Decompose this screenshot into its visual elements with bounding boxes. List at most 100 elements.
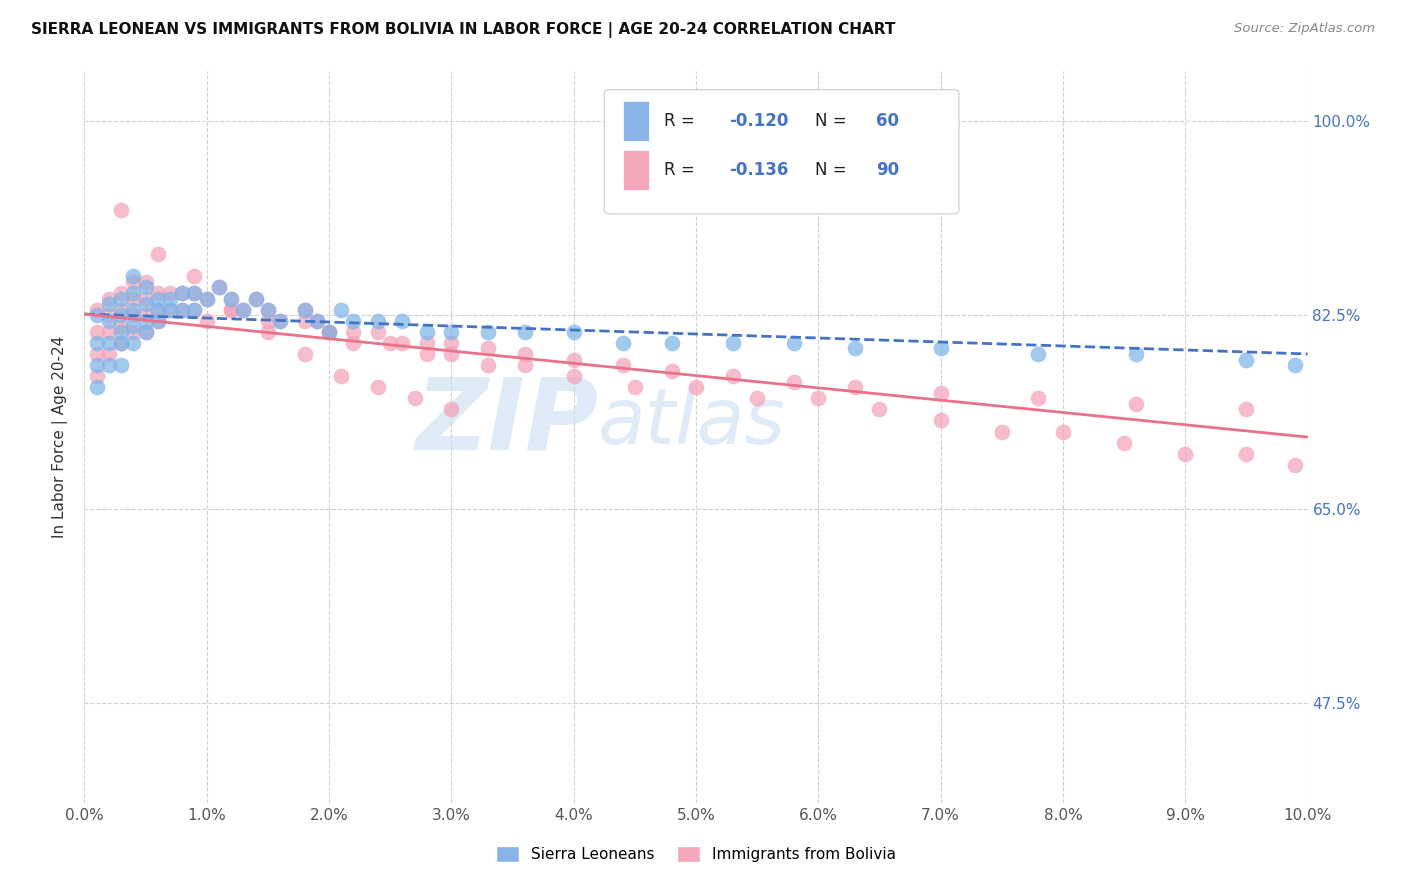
Point [110,335,132,350]
Point [195,314,218,328]
Point [122,302,145,317]
Point [219,302,242,317]
Point [86,308,108,322]
Point [122,335,145,350]
Point [404,392,426,406]
Point [97,347,120,361]
Point [257,302,280,317]
Point [257,325,280,339]
Point [929,413,952,427]
Point [110,325,132,339]
Point [1236,447,1258,461]
Point [183,302,205,317]
Point [159,285,181,300]
Point [367,380,389,394]
Point [685,380,707,394]
Point [146,292,169,306]
Point [195,292,218,306]
Point [135,325,157,339]
Point [342,314,364,328]
Point [97,358,120,372]
Point [110,319,132,334]
Point [245,292,267,306]
Point [122,285,145,300]
Point [612,335,634,350]
Point [219,292,242,306]
Text: SIERRA LEONEAN VS IMMIGRANTS FROM BOLIVIA IN LABOR FORCE | AGE 20-24 CORRELATION: SIERRA LEONEAN VS IMMIGRANTS FROM BOLIVI… [31,22,896,38]
Point [1028,392,1050,406]
Point [1284,358,1306,372]
Point [86,335,108,350]
Text: R =: R = [664,112,700,130]
Point [219,292,242,306]
Point [97,292,120,306]
Point [110,292,132,306]
Point [172,285,194,300]
Point [661,335,683,350]
Point [929,342,952,356]
Point [612,358,634,372]
Point [135,297,157,311]
Point [257,302,280,317]
Point [380,335,402,350]
Point [122,308,145,322]
Point [330,369,353,384]
Point [294,314,316,328]
Point [391,335,413,350]
Point [844,380,866,394]
Point [183,285,205,300]
Point [624,380,647,394]
Point [245,292,267,306]
Point [318,325,340,339]
Point [330,302,353,317]
Point [97,325,120,339]
Point [305,314,328,328]
Y-axis label: In Labor Force | Age 20-24: In Labor Force | Age 20-24 [52,336,69,538]
Point [208,280,231,294]
Point [110,358,132,372]
Text: ZIP: ZIP [415,374,598,471]
Point [97,335,120,350]
Point [97,314,120,328]
Point [86,380,108,394]
Point [416,347,439,361]
Point [367,314,389,328]
Bar [623,101,650,141]
Point [146,247,169,261]
Point [1114,435,1136,450]
Point [183,302,205,317]
Point [1125,347,1147,361]
Text: N =: N = [814,161,852,179]
Point [269,314,291,328]
Point [477,325,499,339]
Point [783,375,806,389]
Point [257,314,280,328]
Point [135,275,157,289]
Point [146,314,169,328]
Point [318,325,340,339]
Point [783,335,806,350]
Point [391,314,413,328]
Point [97,297,120,311]
Text: -0.136: -0.136 [728,161,789,179]
Text: 90: 90 [876,161,898,179]
Point [159,302,181,317]
Point [122,275,145,289]
Point [172,285,194,300]
Point [97,308,120,322]
Point [135,308,157,322]
Point [86,302,108,317]
Point [86,347,108,361]
Point [367,325,389,339]
Point [1236,402,1258,417]
Point [513,347,536,361]
Point [1284,458,1306,472]
Point [440,335,463,350]
Point [562,352,585,367]
Point [440,325,463,339]
Point [342,325,364,339]
Point [440,402,463,417]
Point [1125,397,1147,411]
Point [416,335,439,350]
Point [294,302,316,317]
